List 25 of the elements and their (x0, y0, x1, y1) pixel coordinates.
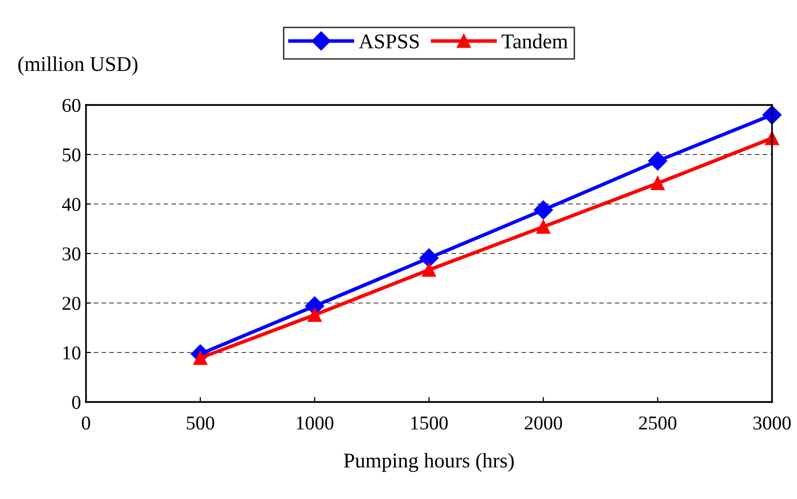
x-tick-label: 1000 (296, 416, 334, 430)
point (422, 262, 436, 277)
x-axis-title: Pumping hours (hrs) (344, 452, 514, 472)
point (536, 220, 550, 234)
legend-label: ASPSS (358, 34, 419, 48)
x-tick-label: 2000 (524, 416, 562, 430)
x-tick-label: 2500 (639, 416, 676, 430)
y-tick-label: 60 (62, 98, 80, 112)
y-tick-label: 20 (62, 296, 80, 310)
legend-label: Tandem (502, 34, 568, 48)
point (650, 176, 665, 190)
y-tick-label: 10 (63, 346, 80, 360)
x-tick-label: 1500 (411, 416, 448, 430)
x-tick-label: 0 (82, 416, 90, 430)
point (648, 151, 668, 170)
point (419, 248, 439, 268)
point (308, 308, 322, 322)
y-tick-label: 30 (62, 247, 80, 260)
x-tick-label: 500 (186, 416, 214, 430)
y-tick-label: 40 (62, 198, 80, 211)
y-tick-label: 0 (72, 396, 80, 409)
y-axis-title: (million USD) (18, 56, 138, 76)
y-tick-label: 50 (62, 148, 80, 162)
x-tick-label: 3000 (753, 416, 791, 430)
point (534, 200, 553, 220)
